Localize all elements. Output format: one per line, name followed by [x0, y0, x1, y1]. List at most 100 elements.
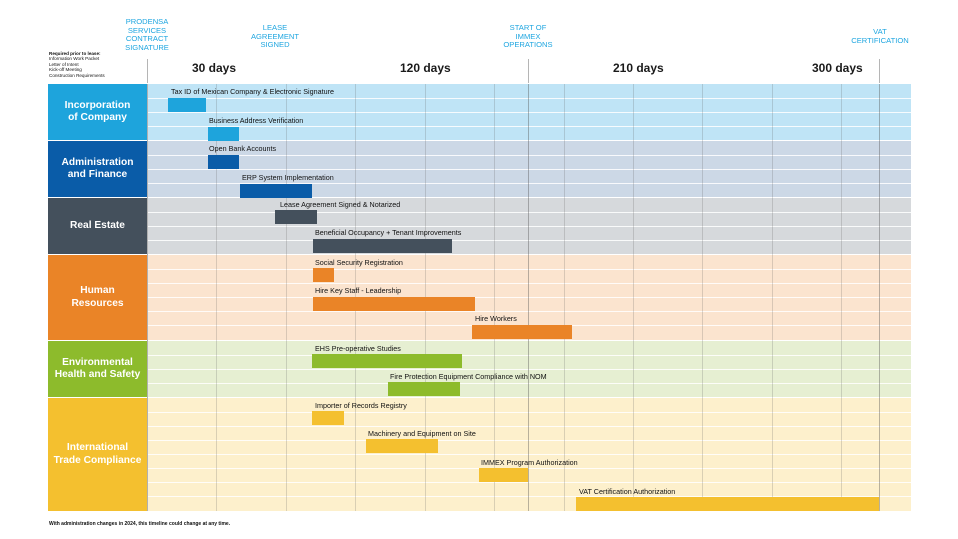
- task-bar-erp: [240, 184, 312, 198]
- lane-group: [148, 198, 911, 254]
- task-bar-lease-signed: [275, 210, 317, 224]
- lane-divider: [148, 240, 911, 241]
- lane-divider: [148, 412, 911, 413]
- task-label-erp: ERP System Implementation: [242, 173, 334, 182]
- grid-line: [528, 84, 529, 511]
- lane-divider: [148, 369, 911, 370]
- task-bar-hire-workers: [472, 325, 572, 339]
- milestone-immex-operations: START OF IMMEX OPERATIONS: [493, 23, 563, 50]
- lane-divider: [148, 212, 911, 213]
- band-environmental: Environmental Health and Safety: [48, 341, 911, 397]
- category-environmental: Environmental Health and Safety: [48, 341, 147, 397]
- milestone-text: SIGNED: [260, 40, 290, 50]
- task-bar-immex: [479, 468, 528, 482]
- task-label-fire-protection: Fire Protection Equipment Compliance wit…: [390, 372, 547, 381]
- task-label-social-security: Social Security Registration: [315, 258, 403, 267]
- milestone-text: CERTIFICATION: [851, 35, 909, 45]
- lease-requirements: Required prior to lease: Information Wor…: [49, 51, 105, 78]
- header-divider: [147, 59, 148, 83]
- milestone-services-contract: PRODENSA SERVICES CONTRACT SIGNATURE: [112, 17, 182, 52]
- category-real-estate: Real Estate: [48, 198, 147, 254]
- requirement-item: Letter of Intent: [49, 61, 79, 67]
- task-label-beneficial-occupancy: Beneficial Occupancy + Tenant Improvemen…: [315, 228, 462, 237]
- day-label-210: 210 days: [613, 61, 664, 75]
- task-bar-importer-registry: [312, 411, 344, 425]
- task-bar-machinery: [366, 439, 438, 453]
- band-real-estate: Real Estate: [48, 198, 911, 254]
- day-label-300: 300 days: [812, 61, 863, 75]
- lane-divider: [148, 426, 911, 427]
- category-text: Resources: [71, 297, 124, 309]
- task-label-hire-workers: Hire Workers: [475, 314, 517, 323]
- category-text: Administration: [61, 156, 134, 168]
- category-text: Trade Compliance: [53, 454, 142, 466]
- task-label-vat: VAT Certification Authorization: [579, 487, 676, 496]
- task-label-ehs-studies: EHS Pre-operative Studies: [315, 344, 401, 353]
- category-text: of Company: [68, 112, 127, 123]
- grid-line: [772, 84, 773, 511]
- category-text: Health and Safety: [54, 369, 141, 380]
- lane-divider: [148, 383, 911, 384]
- milestone-text: LEASE: [262, 23, 288, 32]
- task-bar-vat: [576, 497, 879, 511]
- task-label-lease-signed: Lease Agreement Signed & Notarized: [280, 200, 401, 209]
- milestone-lease-signed: LEASE AGREEMENT SIGNED: [240, 23, 310, 50]
- day-label-30: 30 days: [192, 61, 237, 75]
- task-label-importer-registry: Importer of Records Registry: [315, 401, 407, 410]
- milestone-text: OPERATIONS: [503, 40, 553, 50]
- task-bar-beneficial-occupancy: [313, 239, 452, 253]
- task-bar-ehs-studies: [312, 354, 462, 368]
- milestone-vat-certification: VAT CERTIFICATION: [845, 27, 915, 45]
- grid-line: [216, 84, 217, 511]
- requirements-title: Required prior to lease:: [49, 51, 101, 56]
- milestone-text: SIGNATURE: [125, 42, 169, 52]
- lane-divider: [148, 496, 911, 497]
- grid-line: [702, 84, 703, 511]
- category-administration: Administration and Finance: [48, 141, 147, 197]
- milestone-text: SERVICES: [127, 25, 167, 35]
- lane-group: [148, 84, 911, 140]
- lane-divider: [148, 126, 911, 127]
- requirement-item: Kick-off Meeting: [49, 67, 82, 73]
- milestone-text: CONTRACT: [125, 34, 169, 44]
- category-text: Human: [80, 285, 115, 296]
- milestone-text: VAT: [873, 27, 887, 36]
- task-label-machinery: Machinery and Equipment on Site: [368, 429, 476, 438]
- band-administration: Administration and Finance: [48, 141, 911, 197]
- grid-line: [286, 84, 287, 511]
- task-bar-social-security: [313, 268, 334, 282]
- lane-group: [148, 341, 911, 397]
- task-label-key-staff: Hire Key Staff - Leadership: [315, 286, 402, 295]
- task-label-immex: IMMEX Program Authorization: [481, 458, 578, 467]
- task-bar-fire-protection: [388, 382, 460, 396]
- lane-divider: [148, 454, 911, 455]
- milestone-text: PRODENSA: [125, 17, 169, 26]
- task-label-bank-accounts: Open Bank Accounts: [209, 144, 277, 153]
- category-text: Real Estate: [70, 219, 125, 231]
- category-text: Incorporation: [64, 99, 131, 111]
- lane-divider: [148, 297, 911, 298]
- day-label-120: 120 days: [400, 61, 451, 75]
- grid-line: [494, 84, 495, 511]
- footnote: With administration changes in 2024, thi…: [49, 521, 231, 527]
- grid-line: [564, 84, 565, 511]
- lane-divider: [148, 169, 911, 170]
- task-bar-address-verification: [208, 127, 239, 141]
- lane-divider: [148, 355, 911, 356]
- task-bar-key-staff: [313, 297, 475, 311]
- lane-divider: [148, 183, 911, 184]
- grid-line: [633, 84, 634, 511]
- task-bar-bank-accounts: [208, 155, 239, 169]
- task-label-tax-id: Tax ID of Mexican Company & Electronic S…: [171, 87, 334, 96]
- task-bar-tax-id: [168, 98, 206, 112]
- header-divider: [528, 59, 529, 83]
- lane-divider: [148, 311, 911, 312]
- grid-line: [841, 84, 842, 511]
- lane-divider: [148, 112, 911, 113]
- lane-divider: [148, 482, 911, 483]
- lane-group: [148, 398, 911, 511]
- category-trade-compliance: International Trade Compliance: [48, 398, 147, 511]
- milestone-text: AGREEMENT: [250, 31, 300, 41]
- category-text: International: [66, 442, 129, 453]
- requirement-item: Information Work Packet: [49, 56, 100, 62]
